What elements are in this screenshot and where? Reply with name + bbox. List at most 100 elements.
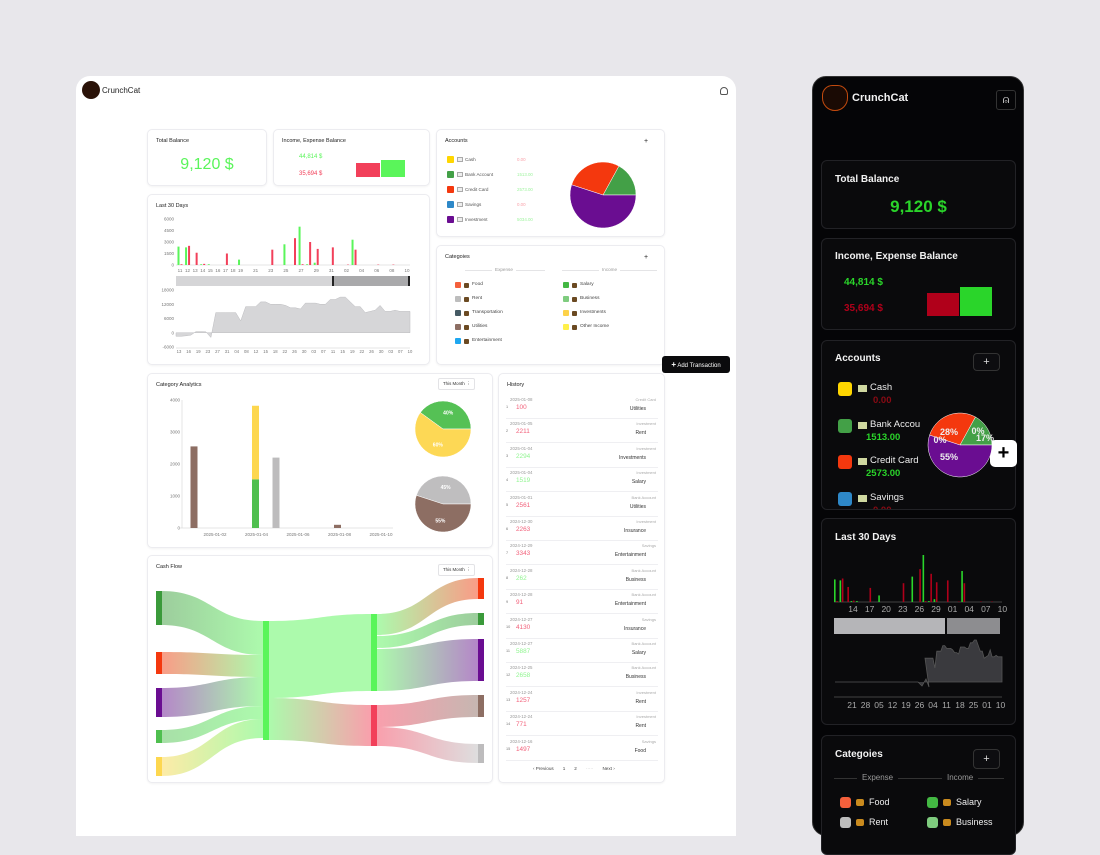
- transaction-amount: 2561: [516, 502, 530, 509]
- account-swatch: [838, 419, 852, 433]
- transaction-amount: 1257: [516, 697, 530, 704]
- account-name[interactable]: Credit Card: [870, 455, 919, 466]
- account-name[interactable]: Credit Card: [465, 187, 489, 192]
- mobile-add-category-button[interactable]: +: [973, 749, 1000, 769]
- category-item[interactable]: Salary: [956, 797, 982, 807]
- category-item[interactable]: Food: [472, 282, 483, 287]
- mobile-last30-scrollbar[interactable]: [834, 618, 945, 634]
- credit-card-icon: [858, 458, 867, 465]
- transaction-category: Insurance: [624, 626, 646, 632]
- briefcase-icon: [943, 799, 951, 806]
- row-number: 9: [506, 600, 508, 604]
- mobile-last30-scroll-thumb[interactable]: [947, 618, 1000, 634]
- account-name[interactable]: Bank Account: [870, 419, 920, 430]
- last30-scroll-thumb[interactable]: [332, 276, 410, 286]
- transaction-category: Investments: [619, 455, 646, 461]
- transaction-amount: 100: [516, 404, 527, 411]
- transaction-category: Utilities: [630, 406, 646, 412]
- category-swatch: [563, 310, 569, 316]
- account-name[interactable]: Savings: [465, 202, 481, 207]
- category-swatch: [927, 797, 938, 808]
- building-icon: [572, 297, 577, 302]
- row-number: 5: [506, 503, 508, 507]
- category-item[interactable]: Business: [956, 817, 993, 827]
- category-item[interactable]: Business: [580, 296, 599, 301]
- transaction-account: Bank Account: [632, 641, 656, 646]
- row-number: 11: [506, 649, 510, 653]
- transaction-amount: 771: [516, 721, 527, 728]
- category-item[interactable]: Rent: [869, 817, 888, 827]
- add-category-button[interactable]: +: [644, 254, 648, 261]
- category-item[interactable]: Salary: [580, 282, 594, 287]
- income-total: 44,814 $: [299, 154, 322, 160]
- transaction-amount: 1519: [516, 477, 530, 484]
- mobile-add-account-button[interactable]: +: [973, 353, 1000, 371]
- bank-icon: [457, 172, 463, 177]
- category-item[interactable]: Utilities: [472, 324, 487, 329]
- app-logo: [82, 81, 100, 99]
- pagination-ellipsis: ·····: [586, 766, 594, 771]
- account-name[interactable]: Cash: [465, 157, 476, 162]
- account-name[interactable]: Savings: [870, 492, 904, 503]
- category-item[interactable]: Transportation: [472, 310, 503, 315]
- account-name[interactable]: Cash: [870, 382, 892, 393]
- account-value: 1513.00: [517, 172, 533, 177]
- expense-bar: [356, 163, 380, 177]
- transaction-date: 2025-01-04: [510, 446, 532, 451]
- transaction-date: 2024-12-16: [510, 739, 532, 744]
- category-swatch: [455, 282, 461, 288]
- cash-flow-period-select[interactable]: This Month ⋮: [438, 564, 475, 576]
- history-title: History: [507, 382, 524, 388]
- transaction-date: 2025-01-01: [510, 495, 532, 500]
- car-icon: [464, 311, 469, 316]
- transaction-category: Salary: [632, 479, 646, 485]
- row-number: 14: [506, 722, 510, 726]
- user-icon[interactable]: [720, 87, 728, 95]
- page-1-button[interactable]: 1: [563, 766, 566, 771]
- category-item[interactable]: Other Income: [580, 324, 609, 329]
- category-item[interactable]: Investments: [580, 310, 606, 315]
- transaction-account: Savings: [642, 617, 656, 622]
- page-2-button[interactable]: 2: [574, 766, 577, 771]
- category-swatch: [927, 817, 938, 828]
- row-number: 1: [506, 405, 508, 409]
- category-item[interactable]: Rent: [472, 296, 482, 301]
- category-item[interactable]: Food: [869, 797, 890, 807]
- gift-icon: [572, 325, 577, 330]
- category-swatch: [455, 338, 461, 344]
- mobile-fab-add-button[interactable]: +: [990, 440, 1017, 467]
- transaction-account: Investment: [636, 446, 656, 451]
- account-value: 1513.00: [866, 432, 900, 443]
- account-name[interactable]: Investment: [465, 217, 487, 222]
- account-name[interactable]: Bank Account: [465, 172, 493, 177]
- transaction-amount: 4130: [516, 624, 530, 631]
- income-expense-title: Income, Expense Balance: [282, 138, 346, 144]
- add-transaction-button[interactable]: + Add Transaction: [662, 356, 730, 373]
- period-select[interactable]: This Month ⋮: [438, 378, 475, 390]
- next-page-button[interactable]: Next ›: [602, 766, 614, 771]
- money-icon: [858, 385, 867, 392]
- transaction-category: Business: [626, 674, 646, 680]
- mobile-income-bar: [960, 287, 992, 316]
- category-item[interactable]: Entertainment: [472, 338, 502, 343]
- previous-page-button[interactable]: ‹ Previous: [533, 766, 554, 771]
- add-account-button[interactable]: +: [644, 138, 648, 145]
- transaction-date: 2024-12-28: [510, 568, 532, 573]
- user-icon[interactable]: ⍝: [996, 90, 1016, 110]
- cash-flow-card: Cash Flow This Month ⋮: [147, 555, 493, 783]
